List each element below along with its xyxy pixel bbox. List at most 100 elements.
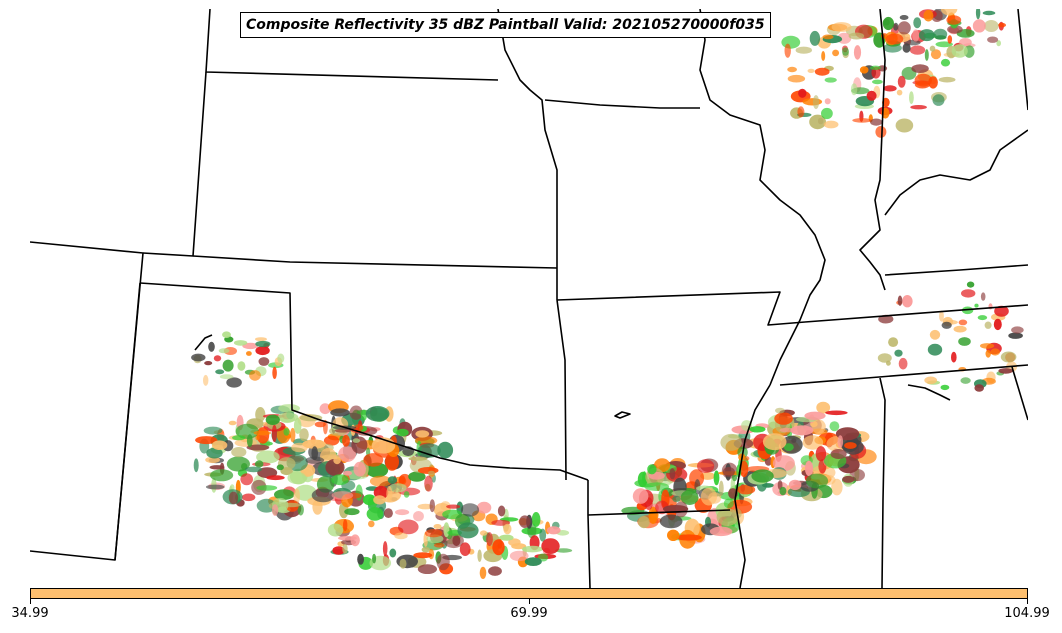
paintball-blob bbox=[486, 532, 493, 547]
paintball-blob bbox=[519, 515, 531, 528]
paintball-blob bbox=[222, 359, 234, 372]
paintball-blob bbox=[331, 474, 349, 486]
paintball-blob bbox=[930, 49, 942, 60]
paintball-blob bbox=[394, 532, 408, 540]
paintball-blob bbox=[932, 94, 945, 106]
paintball-blob bbox=[802, 98, 823, 106]
paintball-blob bbox=[924, 49, 929, 61]
paintball-blob bbox=[244, 466, 263, 473]
paintball-blob bbox=[723, 498, 734, 509]
paintball-blob bbox=[255, 434, 260, 441]
paintball-blob bbox=[255, 346, 270, 356]
paintball-blob bbox=[237, 361, 246, 371]
paintball-blob bbox=[437, 441, 454, 459]
paintball-blob bbox=[417, 503, 434, 510]
paintball-blob bbox=[902, 43, 911, 53]
paintball-blob bbox=[311, 446, 319, 461]
paintball-blob bbox=[807, 68, 815, 73]
paintball-blob bbox=[713, 470, 720, 486]
paintball-blob bbox=[213, 355, 222, 362]
paintball-blob bbox=[883, 85, 897, 92]
paintball-blob bbox=[866, 90, 877, 101]
paintball-blob bbox=[918, 29, 935, 42]
paintball-blob bbox=[413, 511, 424, 522]
paintball-blob bbox=[815, 446, 827, 462]
paintball-blob bbox=[870, 118, 883, 126]
paintball-blob bbox=[246, 434, 253, 448]
paintball-blob bbox=[343, 519, 348, 532]
paintball-blob bbox=[720, 433, 742, 451]
paintball-blob bbox=[255, 340, 271, 348]
paintball-blob bbox=[809, 30, 821, 46]
paintball-blob bbox=[958, 319, 968, 326]
paintball-blob bbox=[415, 430, 430, 438]
paintball-blob bbox=[429, 499, 435, 513]
paintball-blob bbox=[939, 310, 944, 322]
paintball-blob bbox=[233, 340, 248, 346]
paintball-blob bbox=[852, 118, 872, 123]
paintball-blob bbox=[974, 303, 979, 308]
paintball-blob bbox=[985, 349, 991, 358]
paintball-blob bbox=[503, 523, 512, 535]
paintball-blob bbox=[823, 120, 839, 129]
paintball-blob bbox=[829, 421, 840, 432]
paintball-blob bbox=[940, 58, 951, 67]
paintball-blob bbox=[882, 16, 895, 31]
paintball-blob bbox=[644, 482, 670, 492]
paintball-blob bbox=[897, 295, 903, 306]
paintball-blob bbox=[205, 484, 225, 490]
paintball-blob bbox=[929, 329, 941, 340]
paintball-blob bbox=[521, 545, 543, 553]
paintball-blob bbox=[814, 67, 830, 76]
paintball-blob bbox=[290, 427, 296, 443]
paintball-blob bbox=[208, 341, 215, 352]
paintball-blob bbox=[909, 91, 914, 104]
paintball-blob bbox=[672, 495, 681, 503]
paintball-blob bbox=[369, 475, 392, 487]
colorbar bbox=[30, 588, 1028, 599]
paintball-blob bbox=[824, 77, 837, 83]
paintball-blob bbox=[947, 25, 963, 34]
paintball-blob bbox=[674, 501, 688, 518]
paintball-blob bbox=[911, 64, 929, 73]
paintball-blob bbox=[898, 357, 908, 370]
paintball-blob bbox=[476, 501, 492, 514]
paintball-blob bbox=[257, 467, 278, 479]
paintball-blob bbox=[277, 353, 285, 364]
paintball-blob bbox=[460, 503, 480, 517]
paintball-blob bbox=[546, 526, 561, 535]
paintball-blob bbox=[875, 125, 887, 138]
paintball-blob bbox=[914, 73, 932, 87]
paintball-blob bbox=[334, 428, 352, 433]
paintball-blob bbox=[524, 557, 542, 566]
paintball-blob bbox=[294, 484, 317, 501]
paintball-blob bbox=[499, 534, 514, 541]
paintball-blob bbox=[265, 414, 280, 425]
paintball-blob bbox=[779, 486, 787, 496]
paintball-blob bbox=[787, 66, 797, 73]
paintball-blob bbox=[899, 15, 909, 20]
paintball-blob bbox=[271, 504, 279, 516]
paintball-blob bbox=[775, 407, 785, 414]
paintball-blob bbox=[947, 35, 953, 44]
paintball-blob bbox=[408, 456, 428, 461]
paintball-blob bbox=[804, 460, 814, 477]
paintball-blob bbox=[274, 489, 295, 500]
paintball-blob bbox=[283, 428, 290, 436]
paintball-blob bbox=[877, 353, 892, 363]
paintball-blob bbox=[830, 449, 847, 459]
colorbar-tick-2 bbox=[1027, 599, 1028, 604]
paintball-blob bbox=[389, 548, 397, 558]
paintball-blob bbox=[798, 88, 807, 98]
paintball-blob bbox=[953, 325, 967, 333]
paintball-blob bbox=[531, 512, 541, 527]
paintball-blob bbox=[488, 566, 502, 576]
paintball-blob bbox=[413, 552, 433, 559]
colorbar-tick-1 bbox=[529, 599, 530, 604]
paintball-blob bbox=[398, 519, 419, 535]
paintball-blob bbox=[231, 447, 247, 458]
paintball-blob bbox=[850, 83, 858, 96]
paintball-blob bbox=[272, 366, 277, 379]
paintball-blob bbox=[895, 118, 914, 133]
